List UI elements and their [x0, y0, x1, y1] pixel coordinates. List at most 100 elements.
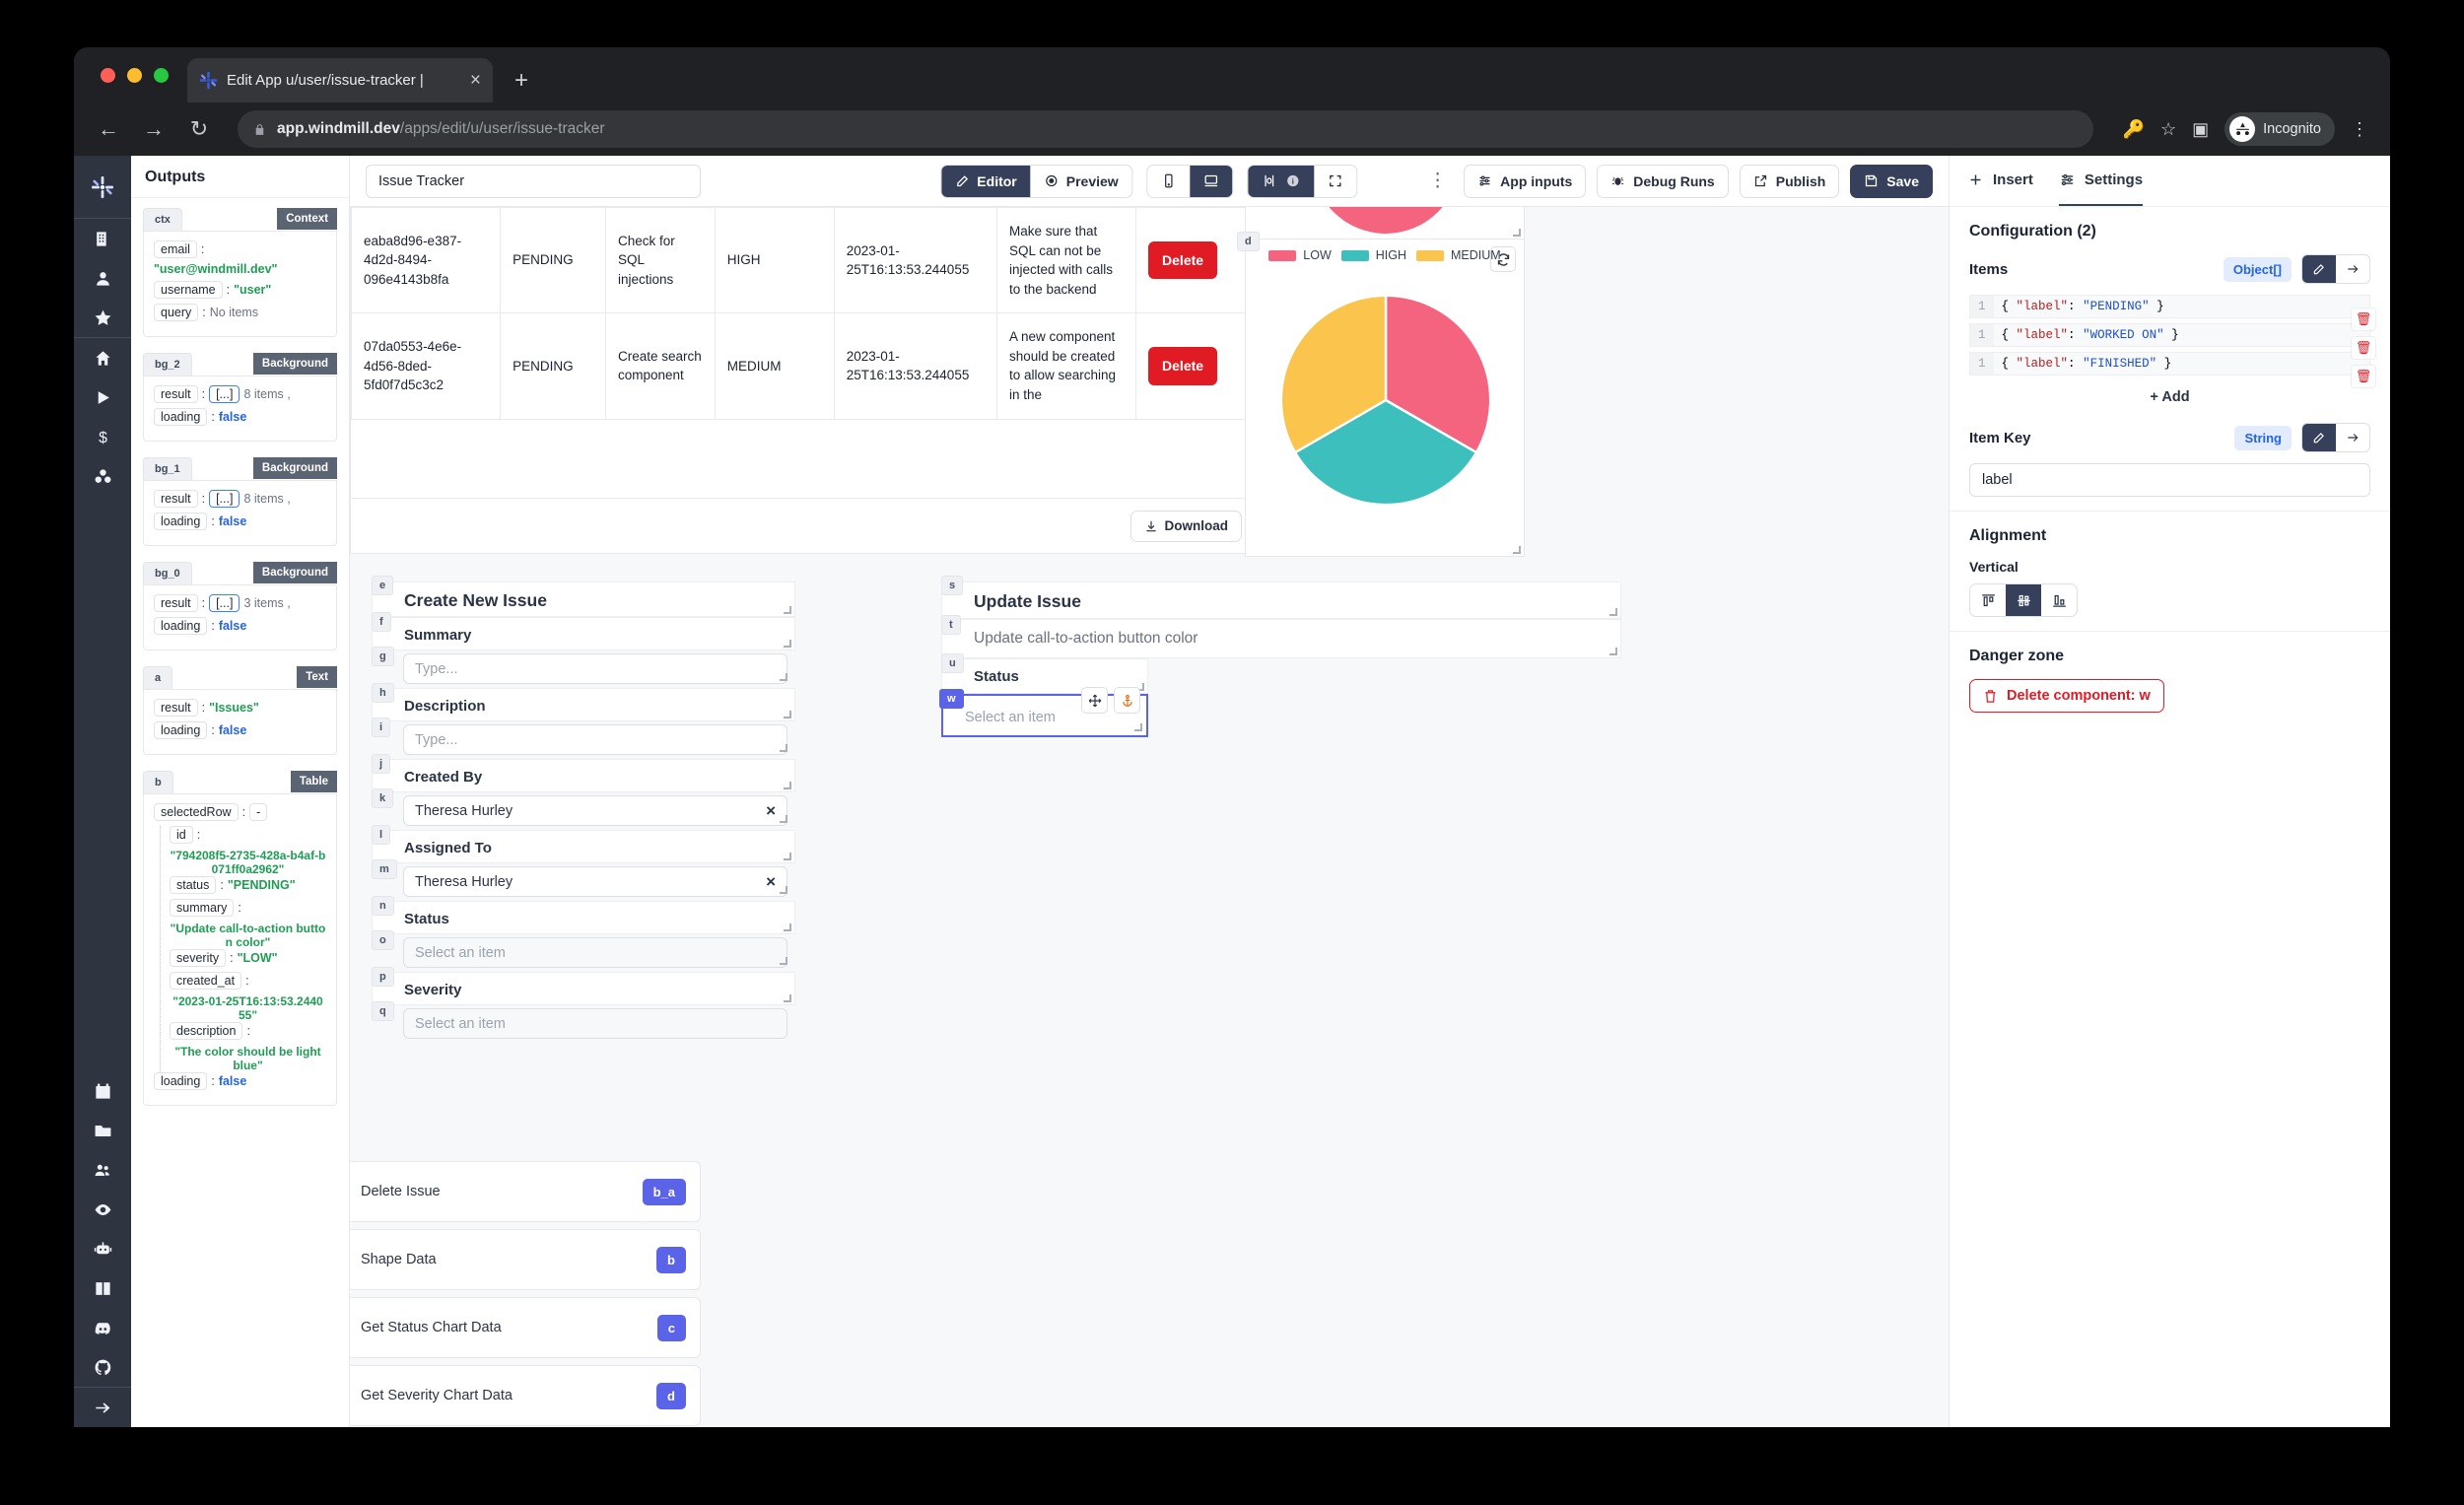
toggle-debug-panel-button[interactable]: i	[1248, 165, 1315, 197]
assigned-to-input[interactable]: Theresa Hurley ×	[403, 866, 787, 897]
runnable-row[interactable]: Shape Data b	[350, 1229, 701, 1290]
assigned-to-input-component[interactable]: Theresa Hurley ×	[372, 863, 795, 901]
created-by-input[interactable]: Theresa Hurley ×	[403, 795, 787, 826]
item-editor-row[interactable]: 1 { "label": "FINISHED" } 🗑	[1969, 352, 2376, 388]
cell-action[interactable]: Delete	[1135, 207, 1256, 314]
component-badge-n[interactable]: n	[372, 896, 394, 916]
severity-pie-chart-component[interactable]: LOW HIGH MEDIUM	[1245, 239, 1525, 557]
component-badge-p[interactable]: p	[372, 967, 394, 987]
tab-settings[interactable]: Settings	[2058, 156, 2144, 206]
delete-component-button[interactable]: Delete component: w	[1969, 679, 2164, 713]
tab-editor[interactable]: Editor	[941, 165, 1031, 197]
collapse-rail-icon[interactable]	[74, 1388, 131, 1427]
runnable-row[interactable]: Get Status Chart Data c	[350, 1297, 701, 1358]
severity-label-component[interactable]: Severity	[372, 972, 795, 1005]
publish-button[interactable]: Publish	[1739, 164, 1840, 198]
mobile-view-button[interactable]	[1148, 166, 1191, 197]
summary-input[interactable]: Type...	[403, 653, 787, 684]
component-move-toolbar[interactable]	[1081, 687, 1140, 714]
runnable-badge[interactable]: b_a	[642, 1178, 686, 1205]
description-input-component[interactable]: Type...	[372, 721, 795, 759]
items-static-mode-button[interactable]	[2302, 255, 2336, 283]
component-badge-m[interactable]: m	[372, 859, 397, 879]
outputs-list[interactable]: ctx Context email: "user@windmill.dev" us…	[131, 198, 349, 1427]
item-editor-row[interactable]: 1 { "label": "PENDING" } 🗑	[1969, 295, 2376, 331]
summary-input-component[interactable]: Type...	[372, 650, 795, 688]
items-mode-switch[interactable]	[2301, 254, 2370, 284]
output-card-ctx[interactable]: ctx Context email: "user@windmill.dev" us…	[143, 208, 337, 337]
items-connect-mode-button[interactable]	[2336, 255, 2369, 283]
resources-icon[interactable]	[74, 456, 131, 496]
fullscreen-button[interactable]	[1315, 166, 1357, 197]
output-card-bg2[interactable]: bg_2 Background result: [...] 8 items , lo…	[143, 353, 337, 442]
component-badge-g[interactable]: g	[372, 647, 394, 666]
description-label-component[interactable]: Description	[372, 688, 795, 721]
vertical-alignment-group[interactable]	[1969, 583, 2078, 617]
anchor-component-button[interactable]	[1114, 687, 1140, 714]
download-button[interactable]: Download	[1129, 510, 1242, 542]
resize-handle[interactable]	[780, 815, 787, 823]
groups-icon[interactable]	[74, 1150, 131, 1190]
github-icon[interactable]	[74, 1347, 131, 1387]
workspace-icon[interactable]	[74, 219, 131, 258]
item-code[interactable]: { "label": "PENDING" }	[1993, 295, 2370, 318]
runnable-row[interactable]: Delete Issue b_a	[350, 1161, 701, 1222]
create-status-label-component[interactable]: Status	[372, 901, 795, 934]
schedules-calendar-icon[interactable]	[74, 1071, 131, 1111]
runnable-badge[interactable]: b	[656, 1246, 686, 1273]
component-badge-q[interactable]: q	[372, 1001, 394, 1021]
item-code[interactable]: { "label": "WORKED ON" }	[1993, 323, 2370, 347]
severity-select-component[interactable]: Select an item	[372, 1005, 795, 1043]
docs-book-icon[interactable]	[74, 1268, 131, 1308]
delete-row-button[interactable]: Delete	[1148, 347, 1218, 385]
delete-item-icon[interactable]: 🗑	[2351, 336, 2376, 360]
pie-slice-high[interactable]	[1293, 398, 1478, 507]
tab-preview[interactable]: Preview	[1031, 166, 1132, 197]
component-badge-o[interactable]: o	[372, 930, 394, 950]
create-status-select-component[interactable]: Select an item	[372, 934, 795, 972]
reload-icon[interactable]: ↻	[189, 116, 209, 141]
password-key-icon[interactable]: 🔑	[2122, 119, 2145, 139]
summary-label-component[interactable]: Summary	[372, 617, 795, 650]
component-badge-k[interactable]: k	[372, 788, 394, 808]
move-component-handle[interactable]	[1081, 687, 1108, 714]
user-icon[interactable]	[74, 258, 131, 298]
issues-table-component[interactable]: eaba8d96-e387-4d2d-8494-096e4143b8fa PEN…	[350, 207, 1257, 554]
component-badge-w[interactable]: w	[939, 689, 964, 709]
legend-item-medium[interactable]: MEDIUM	[1416, 248, 1501, 262]
created-by-input-component[interactable]: Theresa Hurley ×	[372, 792, 795, 830]
tab-insert[interactable]: Insert	[1967, 156, 2033, 206]
output-card-a[interactable]: a Text result: "Issues" loading: false	[143, 666, 337, 755]
expand-array-button[interactable]: [...]	[209, 594, 240, 612]
item-key-mode-switch[interactable]	[2301, 423, 2370, 452]
component-badge-e[interactable]: e	[372, 576, 394, 595]
resize-handle[interactable]	[784, 853, 791, 860]
resize-handle[interactable]	[1136, 683, 1144, 691]
update-status-select[interactable]: Select an item	[954, 702, 1139, 732]
pie-slice-medium[interactable]	[1279, 294, 1388, 454]
app-inputs-button[interactable]: App inputs	[1464, 164, 1587, 198]
issues-table[interactable]: eaba8d96-e387-4d2d-8494-096e4143b8fa PEN…	[351, 207, 1256, 420]
description-input[interactable]: Type...	[403, 724, 787, 755]
resize-handle-chart[interactable]	[1513, 546, 1521, 554]
forward-icon[interactable]: →	[143, 116, 165, 141]
component-badge-d[interactable]: d	[1237, 232, 1260, 251]
refresh-chart-button[interactable]	[1490, 246, 1516, 272]
resize-handle[interactable]	[780, 886, 787, 894]
expand-array-button[interactable]: [...]	[209, 490, 240, 508]
audit-logs-eye-icon[interactable]	[74, 1190, 131, 1229]
cell-action[interactable]: Delete	[1135, 312, 1256, 420]
component-badge-t[interactable]: t	[941, 615, 961, 635]
side-panel-icon[interactable]: ▣	[2192, 119, 2210, 139]
device-switch[interactable]	[1146, 164, 1234, 198]
expand-array-button[interactable]: [...]	[209, 385, 240, 403]
runnable-badge[interactable]: c	[656, 1314, 686, 1341]
resize-handle[interactable]	[780, 957, 787, 965]
new-tab-button[interactable]: +	[514, 67, 529, 94]
item-code[interactable]: { "label": "FINISHED" }	[1993, 352, 2370, 376]
table-row[interactable]: eaba8d96-e387-4d2d-8494-096e4143b8fa PEN…	[351, 207, 1256, 314]
component-badge-u[interactable]: u	[941, 653, 964, 673]
resize-handle[interactable]	[1134, 723, 1142, 731]
browser-menu-icon[interactable]: ⋮	[2351, 119, 2368, 139]
update-issue-title-component[interactable]: Update Issue	[941, 581, 1621, 619]
